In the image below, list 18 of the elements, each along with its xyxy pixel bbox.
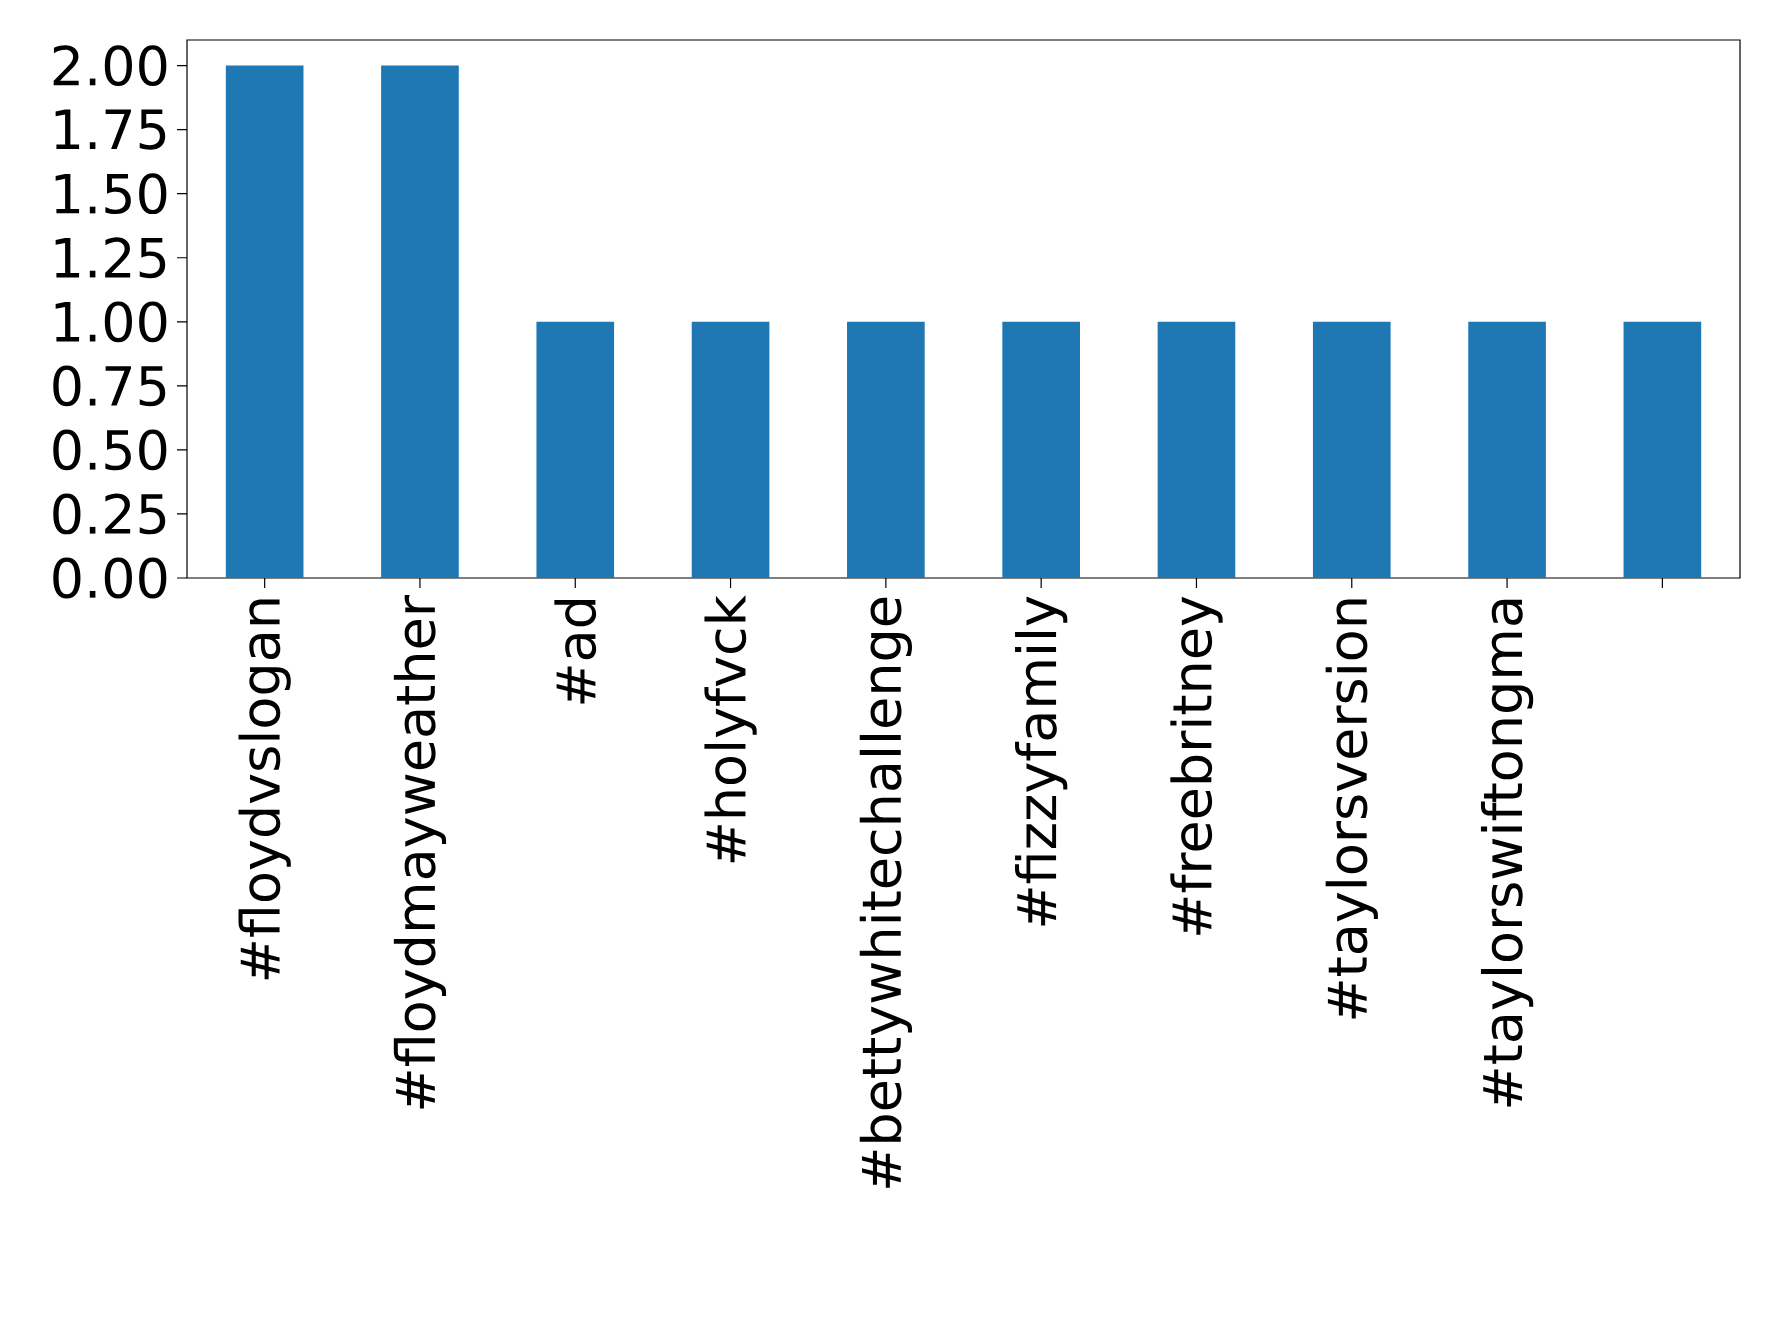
x-tick-label: #taylorsversion — [1325, 599, 1378, 1019]
y-tick-label: 2.00 — [53, 45, 167, 87]
y-tick-label: 0.50 — [53, 429, 167, 471]
y-tick-label: 1.00 — [55, 301, 167, 343]
x-tick-label: #bettywhitechallenge — [859, 597, 912, 1188]
x-tick-label: #ad — [554, 599, 597, 704]
y-tick-label: 0.00 — [53, 557, 167, 599]
x-tick-label: #fizzyfamily — [1015, 596, 1068, 926]
x-tick-label: #taylorswiftongma — [1480, 599, 1534, 1107]
y-tick-label: 1.25 — [55, 237, 166, 279]
x-tick-label: #freebritney — [1170, 596, 1223, 935]
y-tick-label: 0.25 — [53, 493, 166, 535]
y-tick-label: 1.75 — [55, 109, 166, 150]
x-tick-label: #holyfvck — [704, 595, 757, 863]
x-tick-label: #floydmayweather — [393, 595, 447, 1109]
y-tick-label: 0.75 — [53, 365, 166, 407]
y-tick-label: 1.50 — [55, 173, 167, 215]
x-tick-label: #floydvslogan — [238, 599, 291, 980]
